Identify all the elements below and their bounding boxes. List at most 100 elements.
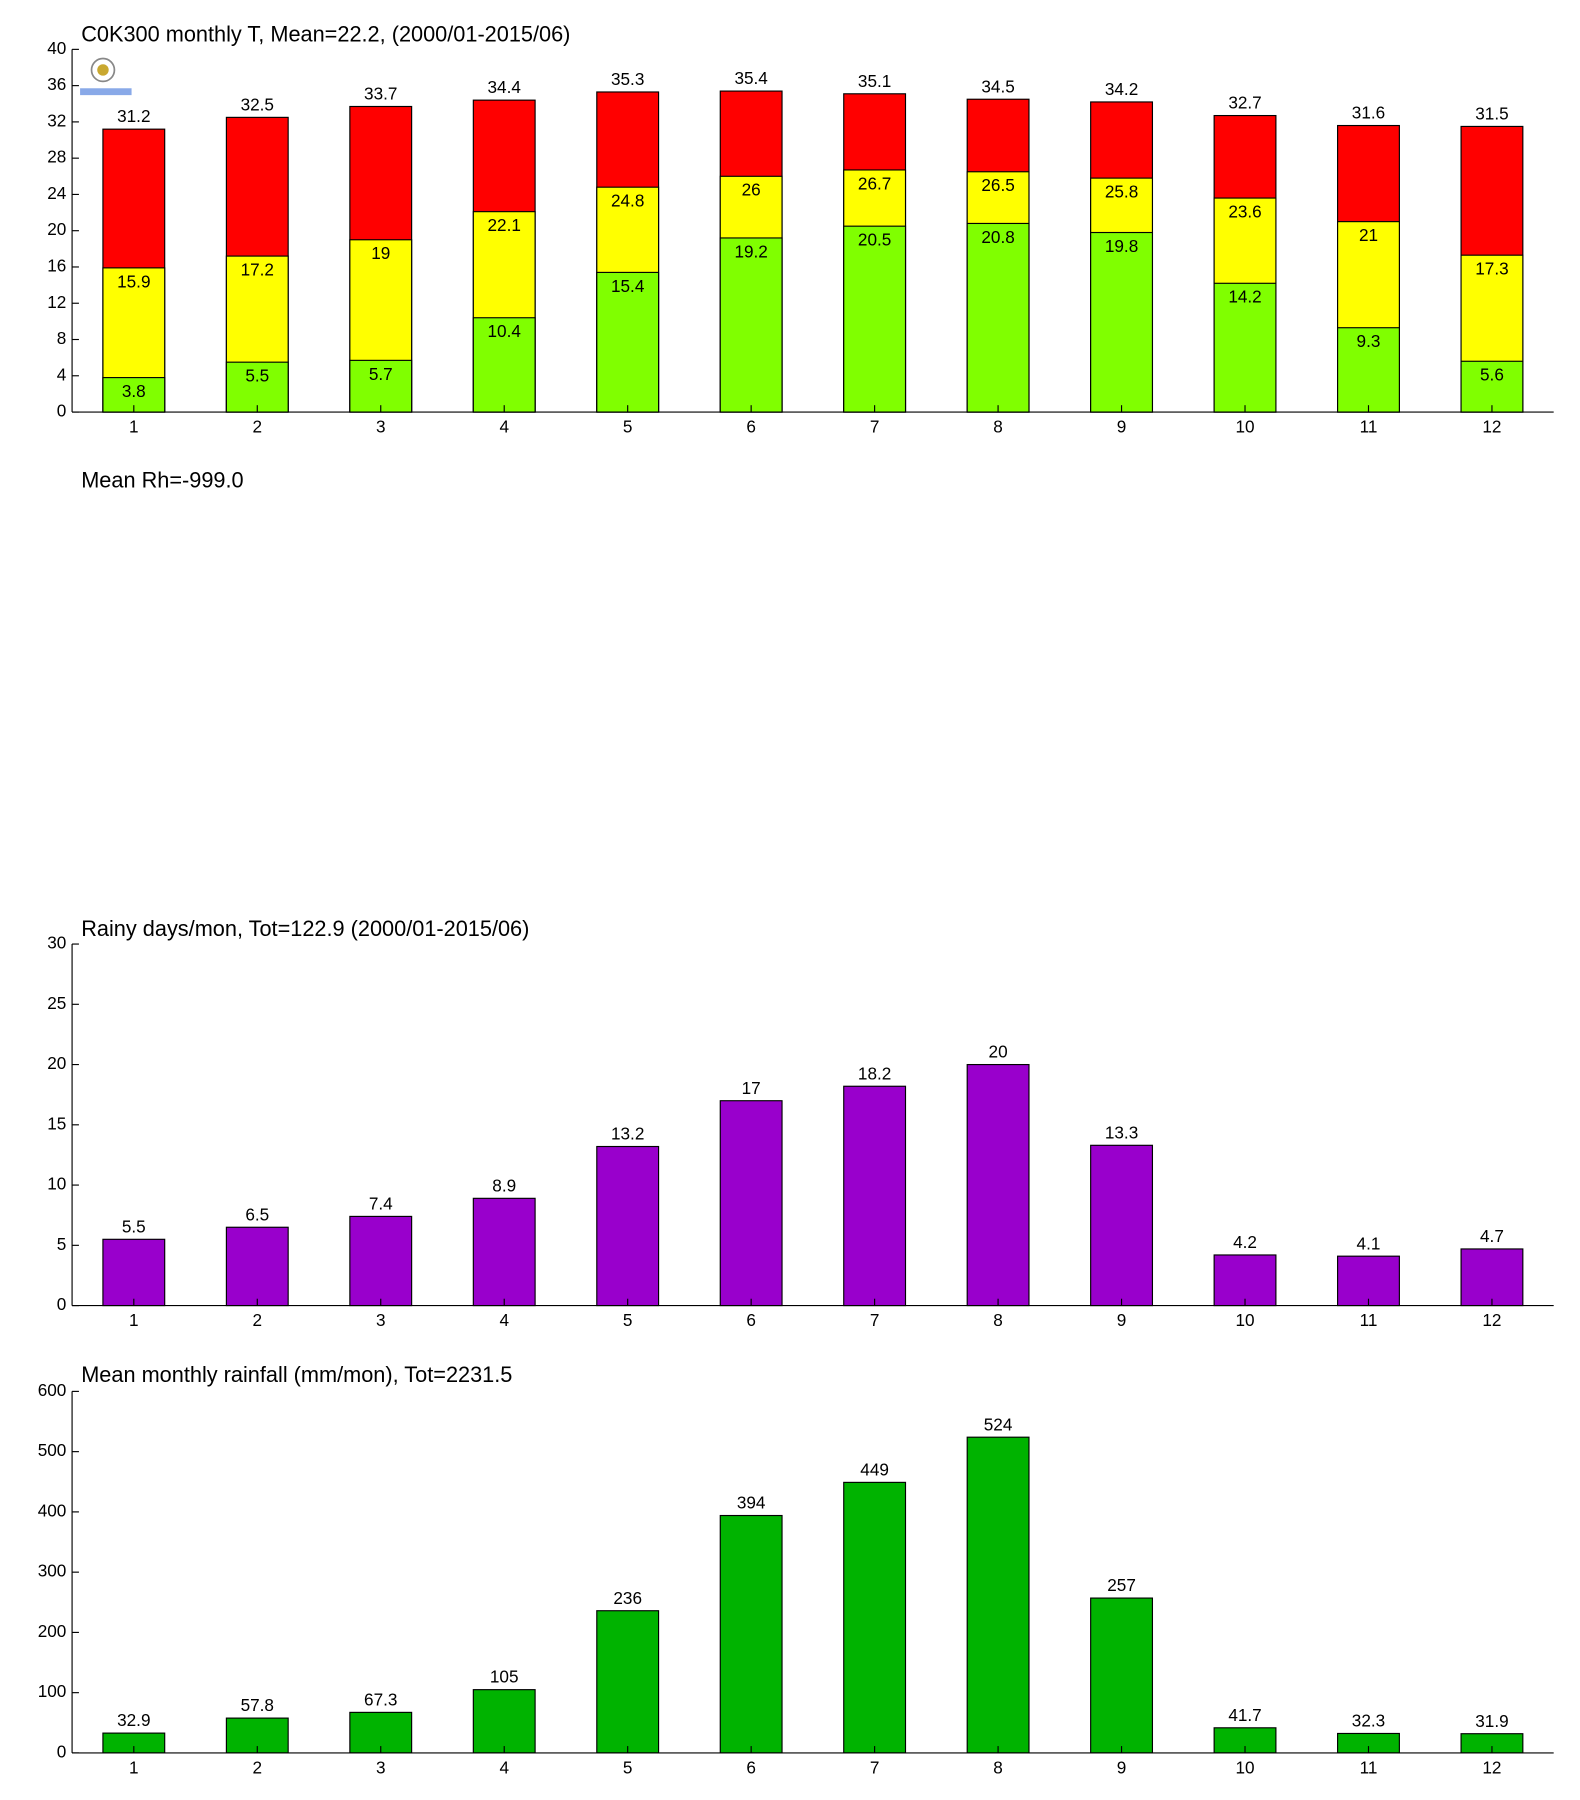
value-label: 13.3 — [1105, 1122, 1138, 1142]
value-label: 32.7 — [1228, 93, 1261, 113]
value-label: 5.5 — [245, 366, 269, 386]
value-label: 22.1 — [488, 215, 521, 235]
bar — [1460, 1248, 1524, 1307]
bar — [349, 1215, 413, 1307]
bar — [1090, 1597, 1154, 1754]
value-label: 3.8 — [122, 381, 146, 401]
bar — [596, 1145, 660, 1307]
value-label: 20.8 — [981, 227, 1014, 247]
bar — [596, 1610, 660, 1754]
y-tick-label: 16 — [47, 256, 66, 276]
x-tick-label: 3 — [376, 417, 386, 437]
bar — [225, 1226, 289, 1307]
bar — [1213, 1254, 1277, 1307]
value-label: 7.4 — [369, 1193, 393, 1213]
value-label: 35.1 — [858, 71, 891, 91]
y-tick-label: 36 — [47, 74, 66, 94]
value-label: 21 — [1359, 225, 1378, 245]
x-tick-label: 10 — [1235, 1757, 1254, 1777]
x-tick-label: 1 — [129, 1310, 139, 1330]
y-tick-label: 200 — [38, 1621, 67, 1641]
x-tick-label: 7 — [870, 1310, 880, 1330]
value-label: 4.2 — [1233, 1232, 1257, 1252]
bar — [719, 1514, 783, 1754]
value-label: 26.5 — [981, 175, 1014, 195]
value-label: 20 — [989, 1042, 1008, 1062]
logo — [80, 57, 132, 96]
value-label: 31.5 — [1475, 104, 1508, 124]
x-tick-label: 4 — [499, 1757, 509, 1777]
y-tick-label: 12 — [47, 292, 66, 312]
chart-title: Mean monthly rainfall (mm/mon), Tot=2231… — [81, 1362, 512, 1387]
value-label: 17 — [742, 1078, 761, 1098]
y-tick-label: 4 — [57, 364, 67, 384]
value-label: 9.3 — [1357, 331, 1381, 351]
value-label: 14.2 — [1228, 287, 1261, 307]
y-tick-label: 30 — [47, 933, 66, 953]
value-label: 33.7 — [364, 84, 397, 104]
value-label: 4.1 — [1357, 1233, 1381, 1253]
value-label: 41.7 — [1228, 1705, 1261, 1725]
value-label: 17.3 — [1475, 259, 1508, 279]
x-tick-label: 12 — [1482, 1757, 1501, 1777]
value-label: 19.2 — [734, 241, 767, 261]
value-label: 105 — [490, 1667, 519, 1687]
x-tick-label: 3 — [376, 1757, 386, 1777]
value-label: 34.5 — [981, 76, 1014, 96]
y-tick-label: 0 — [57, 1294, 67, 1314]
bar — [843, 1481, 907, 1754]
value-label: 236 — [613, 1588, 642, 1608]
y-tick-label: 28 — [47, 147, 66, 167]
bar — [1090, 231, 1154, 413]
x-tick-label: 2 — [253, 1310, 263, 1330]
y-tick-label: 15 — [47, 1113, 66, 1133]
value-label: 32.3 — [1352, 1711, 1385, 1731]
bar — [1460, 360, 1524, 413]
bar — [349, 359, 413, 413]
y-tick-label: 20 — [47, 1053, 66, 1073]
value-label: 57.8 — [241, 1695, 274, 1715]
bar — [719, 1100, 783, 1307]
x-tick-label: 7 — [870, 417, 880, 437]
x-tick-label: 11 — [1360, 1310, 1378, 1330]
bar — [596, 271, 660, 413]
value-label: 32.9 — [117, 1710, 150, 1730]
x-tick-label: 10 — [1235, 1310, 1254, 1330]
bar — [719, 237, 783, 413]
value-label: 19 — [371, 243, 390, 263]
x-tick-label: 4 — [499, 1310, 509, 1330]
x-tick-label: 4 — [499, 417, 509, 437]
value-label: 394 — [737, 1493, 766, 1513]
value-label: 19.8 — [1105, 236, 1138, 256]
x-tick-label: 1 — [129, 1757, 139, 1777]
value-label: 31.9 — [1475, 1711, 1508, 1731]
x-tick-label: 12 — [1482, 1310, 1501, 1330]
value-label: 26 — [742, 180, 761, 200]
value-label: 6.5 — [245, 1204, 269, 1224]
bar — [1337, 327, 1400, 413]
value-label: 32.5 — [241, 94, 274, 114]
chart-title: C0K300 monthly T, Mean=22.2, (2000/01-20… — [81, 21, 570, 46]
value-label: 15.4 — [611, 276, 645, 296]
value-label: 13.2 — [611, 1124, 644, 1144]
x-tick-label: 5 — [623, 417, 633, 437]
value-label: 18.2 — [858, 1063, 891, 1083]
x-tick-label: 6 — [746, 1757, 756, 1777]
value-label: 23.6 — [1228, 201, 1261, 221]
value-label: 10.4 — [488, 321, 522, 341]
x-tick-label: 3 — [376, 1310, 386, 1330]
value-label: 34.4 — [488, 77, 522, 97]
value-label: 5.5 — [122, 1216, 146, 1236]
bar — [966, 222, 1030, 413]
value-label: 17.2 — [241, 259, 274, 279]
x-tick-label: 5 — [623, 1310, 633, 1330]
value-label: 4.7 — [1480, 1226, 1504, 1246]
x-tick-label: 8 — [993, 417, 1003, 437]
value-label: 5.6 — [1480, 365, 1504, 385]
y-tick-label: 20 — [47, 219, 66, 239]
bar — [472, 317, 536, 413]
x-tick-label: 11 — [1360, 417, 1378, 437]
x-tick-label: 1 — [129, 417, 139, 437]
y-tick-label: 500 — [38, 1440, 67, 1460]
bar — [102, 1238, 166, 1307]
